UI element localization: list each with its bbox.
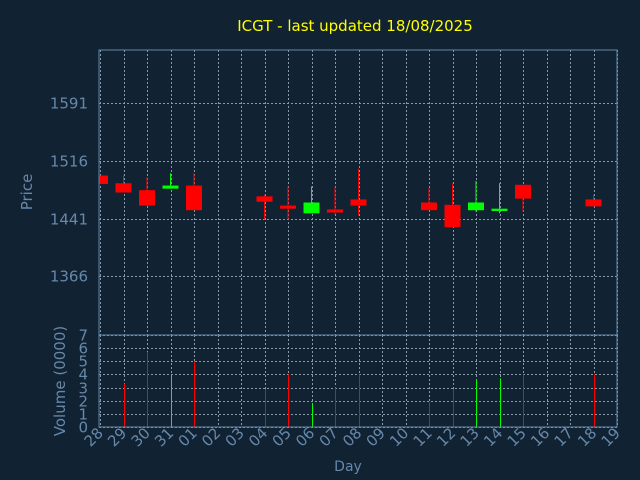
candle <box>468 180 484 212</box>
volume-axis-title: Volume (0000) <box>51 326 69 436</box>
candle <box>280 186 296 220</box>
candle-body <box>515 184 531 199</box>
volume-tick-label: 5 <box>78 353 88 371</box>
x-axis-title: Day <box>334 459 362 475</box>
candle <box>186 173 202 211</box>
chart-title: ICGT - last updated 18/08/2025 <box>237 17 473 35</box>
volume-tick-label: 6 <box>78 340 88 358</box>
candle-body <box>585 199 602 207</box>
candle <box>515 184 531 212</box>
candle <box>350 168 367 216</box>
price-axis-labels: 1366 1441 1516 1591 <box>50 95 88 286</box>
volume-tick-label: 2 <box>78 393 88 411</box>
candle <box>139 177 155 206</box>
candle-body <box>139 190 155 206</box>
candle-body <box>186 185 202 211</box>
volume-bars <box>124 352 595 427</box>
candle <box>585 194 602 207</box>
price-axis-title: Price <box>18 174 36 211</box>
price-tick-label: 1366 <box>50 268 88 286</box>
volume-panel-frame <box>98 334 618 428</box>
candle-body <box>327 209 343 213</box>
volume-tick-label: 1 <box>78 406 88 424</box>
candles <box>99 168 602 228</box>
price-tick-label: 1441 <box>50 211 88 229</box>
volume-tick-label: 4 <box>78 366 88 384</box>
candle <box>303 186 320 214</box>
candle-body <box>100 175 108 185</box>
candle-body <box>256 196 273 202</box>
candle <box>115 175 132 193</box>
candle-body <box>303 202 320 214</box>
volume-tick-label: 0 <box>78 419 88 437</box>
candle <box>162 173 179 189</box>
candle <box>327 187 343 215</box>
price-grid <box>99 50 618 335</box>
volume-tick-label: 7 <box>78 327 88 345</box>
candle <box>444 183 461 228</box>
candle <box>421 187 437 211</box>
volume-tick-label: 3 <box>78 380 88 398</box>
candle-body <box>491 208 508 211</box>
candle <box>256 194 273 220</box>
candle-body <box>468 202 484 211</box>
price-tick-label: 1516 <box>50 153 88 171</box>
x-axis-labels: 2829303101020304050607080910111213141516… <box>81 424 624 450</box>
candle-body <box>350 199 367 206</box>
candle-body <box>115 183 132 193</box>
candle-body <box>421 202 437 211</box>
candle-body <box>162 185 179 189</box>
candle <box>99 175 108 185</box>
candle-body <box>444 204 461 228</box>
price-tick-label: 1591 <box>50 95 88 113</box>
candle <box>491 183 508 214</box>
candle-body <box>280 205 296 209</box>
